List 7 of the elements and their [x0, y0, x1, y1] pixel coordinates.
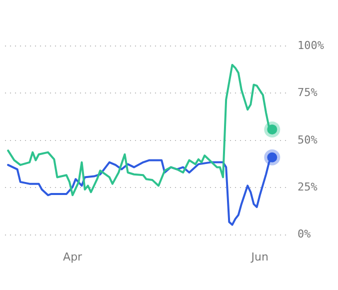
y-tick-label: 100%: [298, 38, 324, 52]
y-tick-label: 75%: [298, 86, 318, 100]
y-tick-label: 25%: [298, 180, 318, 194]
y-tick-label: 0%: [298, 228, 312, 241]
x-tick-label: Apr: [63, 250, 83, 264]
y-tick-label: 50%: [298, 133, 318, 146]
x-tick-label: Jun: [250, 250, 268, 264]
